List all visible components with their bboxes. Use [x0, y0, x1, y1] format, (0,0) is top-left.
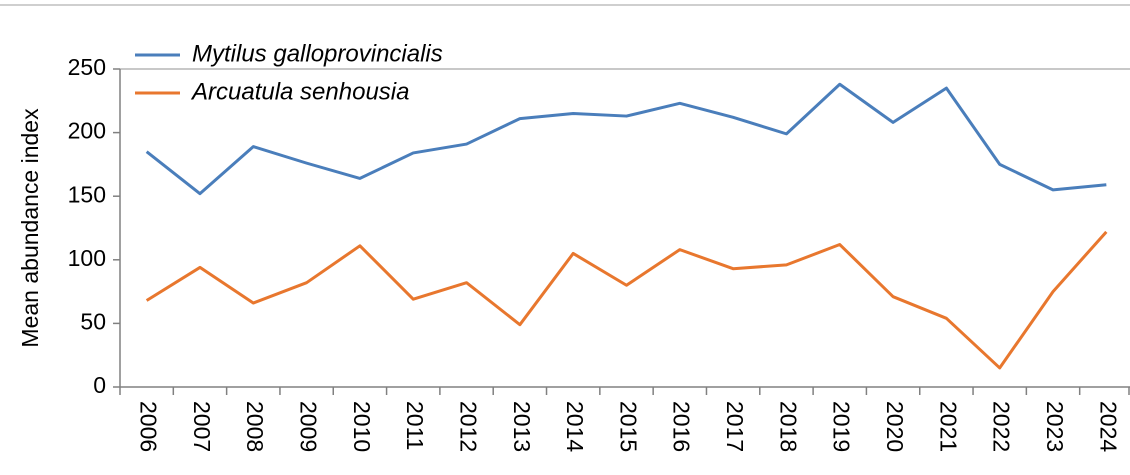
- x-tick-label: 2022: [989, 401, 1015, 452]
- x-tick-label: 2010: [349, 401, 375, 452]
- legend-label: Arcuatula senhousia: [190, 78, 409, 105]
- series-line: [145, 230, 1108, 370]
- x-tick-label: 2008: [242, 401, 268, 452]
- x-tick-label: 2012: [455, 401, 481, 452]
- x-tick-label: 2006: [136, 401, 162, 452]
- series-line: [145, 82, 1107, 196]
- y-tick-label: 50: [80, 308, 106, 334]
- x-tick-label: 2011: [402, 401, 428, 450]
- x-tick-label: 2013: [509, 401, 535, 452]
- x-tick-label: 2016: [669, 401, 695, 452]
- x-tick-label: 2014: [562, 401, 588, 452]
- y-tick-label: 200: [68, 118, 106, 144]
- y-tick-label: 250: [68, 54, 106, 80]
- x-tick-label: 2007: [189, 401, 215, 452]
- x-tick-label: 2020: [882, 401, 908, 452]
- x-tick-label: 2009: [296, 401, 322, 452]
- x-tick-label: 2024: [1095, 401, 1121, 452]
- x-tick-label: 2023: [1042, 401, 1068, 452]
- y-tick-label: 100: [68, 245, 106, 271]
- x-tick-label: 2015: [615, 401, 641, 452]
- x-tick-label: 2017: [722, 401, 748, 452]
- legend-label: Mytilus galloprovincialis: [192, 40, 443, 67]
- y-axis-label: Mean abundance index: [17, 108, 43, 348]
- x-tick-label: 2019: [829, 401, 855, 452]
- x-tick-label: 2018: [775, 401, 801, 452]
- x-tick-label: 2021: [935, 401, 961, 452]
- y-tick-label: 150: [68, 181, 106, 207]
- y-tick-label: 0: [93, 372, 106, 398]
